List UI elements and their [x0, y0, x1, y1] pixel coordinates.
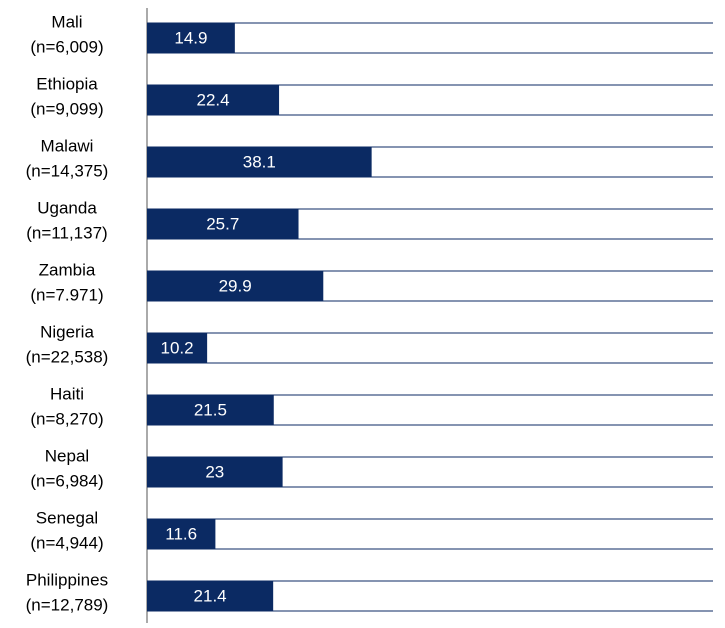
- bar: [147, 85, 280, 115]
- bar: [147, 457, 283, 487]
- bar: [147, 581, 274, 611]
- bar: [147, 333, 208, 363]
- category-note: (n=22,538): [26, 347, 109, 366]
- bar: [147, 395, 274, 425]
- value-label: 11.6: [165, 524, 197, 543]
- category-note: (n=7.971): [30, 285, 103, 304]
- value-label: 23: [205, 462, 224, 481]
- category-label: Zambia: [39, 260, 96, 279]
- bar: [147, 147, 372, 177]
- category-label: Nepal: [45, 446, 89, 465]
- category-label: Ethiopia: [36, 74, 98, 93]
- category-label: Nigeria: [40, 322, 94, 341]
- bar: [147, 271, 324, 301]
- category-label: Malawi: [41, 136, 94, 155]
- category-note: (n=9,099): [30, 99, 103, 118]
- value-label: 38.1: [243, 152, 276, 171]
- category-note: (n=14,375): [26, 161, 109, 180]
- category-note: (n=8,270): [30, 409, 103, 428]
- value-label: 10.2: [161, 338, 194, 357]
- bar: [147, 209, 299, 239]
- category-note: (n=11,137): [26, 223, 107, 242]
- category-label: Mali: [51, 12, 82, 31]
- category-label: Philippines: [26, 570, 108, 589]
- category-note: (n=6,984): [30, 471, 103, 490]
- value-label: 22.4: [196, 90, 229, 109]
- category-note: (n=12,789): [26, 595, 109, 614]
- value-label: 25.7: [206, 214, 239, 233]
- value-label: 21.4: [194, 586, 227, 605]
- category-label: Uganda: [37, 198, 97, 217]
- bar: [147, 23, 235, 53]
- category-note: (n=4,944): [30, 533, 103, 552]
- category-label: Haiti: [50, 384, 84, 403]
- value-label: 21.5: [194, 400, 227, 419]
- value-label: 14.9: [174, 28, 207, 47]
- category-note: (n=6,009): [30, 37, 103, 56]
- value-label: 29.9: [219, 276, 252, 295]
- category-label: Senegal: [36, 508, 98, 527]
- bar: [147, 519, 216, 549]
